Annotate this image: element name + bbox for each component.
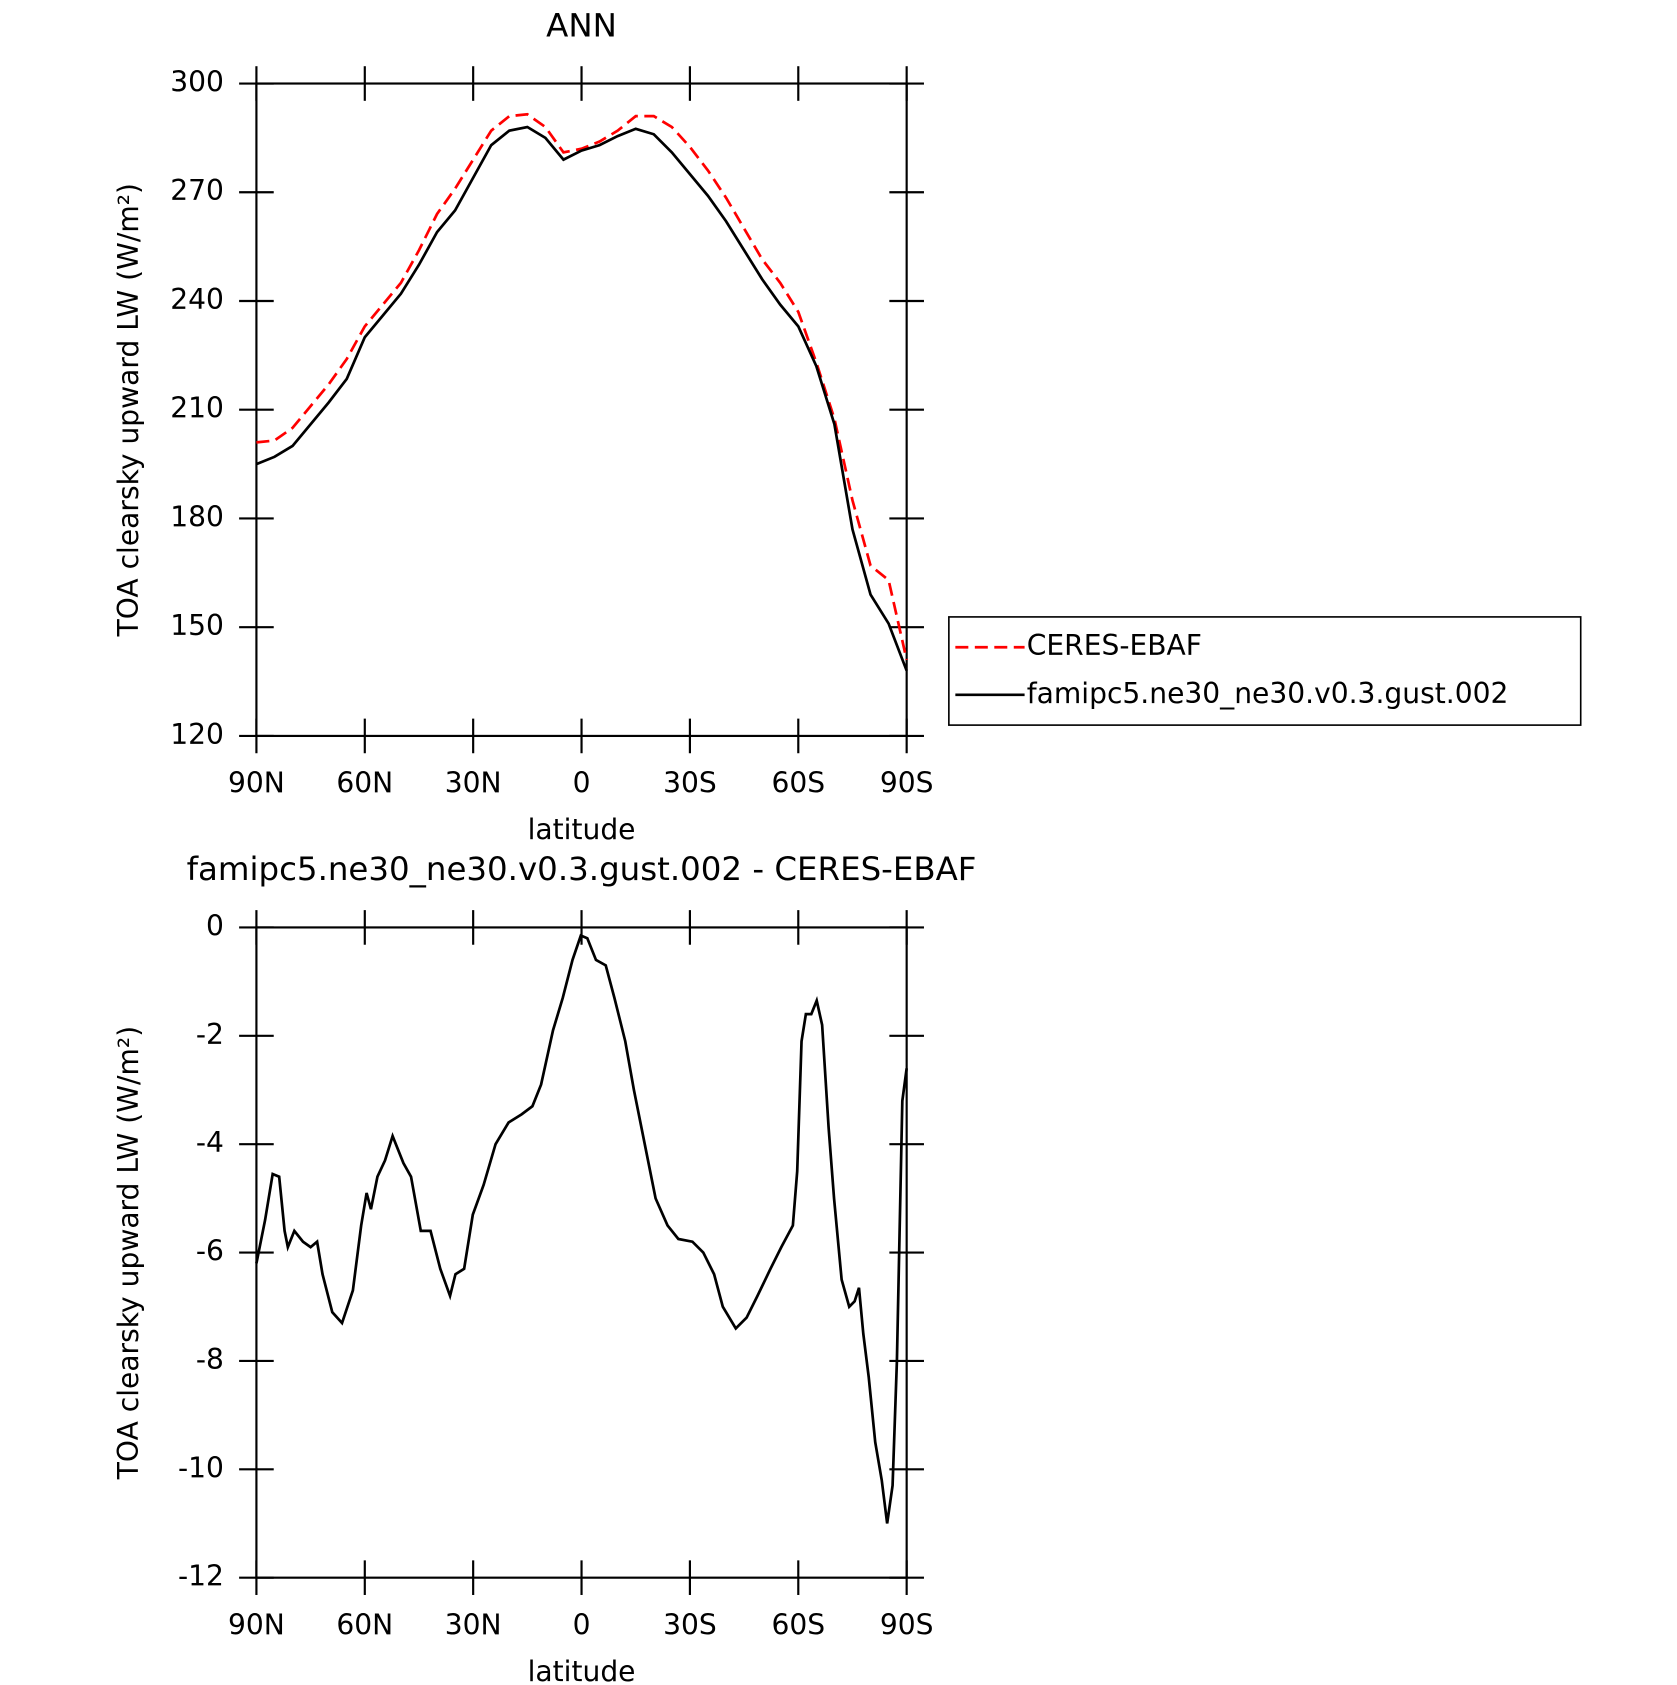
y-tick-label: 150 <box>170 609 224 642</box>
x-tick-label: 90N <box>228 767 285 800</box>
x-tick-label: 60N <box>336 1608 393 1641</box>
x-tick-label: 0 <box>573 1608 591 1641</box>
x-tick-label: 60S <box>771 1608 825 1641</box>
x-axis-label: latitude <box>528 1655 636 1685</box>
x-tick-label: 90S <box>880 767 934 800</box>
x-tick-label: 30N <box>445 1608 502 1641</box>
y-tick-label: 270 <box>170 174 224 207</box>
x-tick-label: 30S <box>663 1608 717 1641</box>
x-tick-label: 60N <box>336 767 393 800</box>
x-tick-label: 30N <box>445 767 502 800</box>
x-axis-label: latitude <box>528 813 636 846</box>
y-axis-label: TOA clearsky upward LW (W/m²) <box>112 183 145 637</box>
data-line <box>255 933 909 1524</box>
y-tick-label: 210 <box>170 392 224 425</box>
plot-frame <box>255 926 908 1579</box>
y-tick-label: -12 <box>178 1560 224 1593</box>
chart-title: famipc5.ne30_ne30.v0.3.gust.002 - CERES-… <box>187 850 977 888</box>
x-tick-label: 90S <box>880 1608 934 1641</box>
data-line <box>256 112 908 661</box>
x-tick-label: 0 <box>573 767 591 800</box>
y-tick-label: 240 <box>170 283 224 316</box>
y-tick-label: -4 <box>196 1126 224 1159</box>
y-axis-label: TOA clearsky upward LW (W/m²) <box>112 1026 145 1480</box>
legend-box <box>948 616 1582 726</box>
y-tick-label: 300 <box>170 66 224 99</box>
y-tick-label: -8 <box>196 1343 224 1376</box>
y-tick-label: -10 <box>178 1451 224 1484</box>
x-tick-label: 30S <box>663 767 717 800</box>
legend-label: famipc5.ne30_ne30.v0.3.gust.002 <box>1027 677 1509 710</box>
data-line <box>255 125 908 672</box>
y-tick-label: 0 <box>206 909 224 942</box>
plot-frame <box>255 82 908 738</box>
y-tick-label: -6 <box>196 1235 224 1268</box>
x-tick-label: 60S <box>771 767 825 800</box>
y-tick-label: 180 <box>170 500 224 533</box>
y-tick-label: -2 <box>196 1018 224 1051</box>
y-tick-label: 120 <box>170 718 224 751</box>
chart-title: ANN <box>546 6 617 44</box>
legend-label: CERES-EBAF <box>1027 629 1202 662</box>
x-tick-label: 90N <box>228 1608 285 1641</box>
